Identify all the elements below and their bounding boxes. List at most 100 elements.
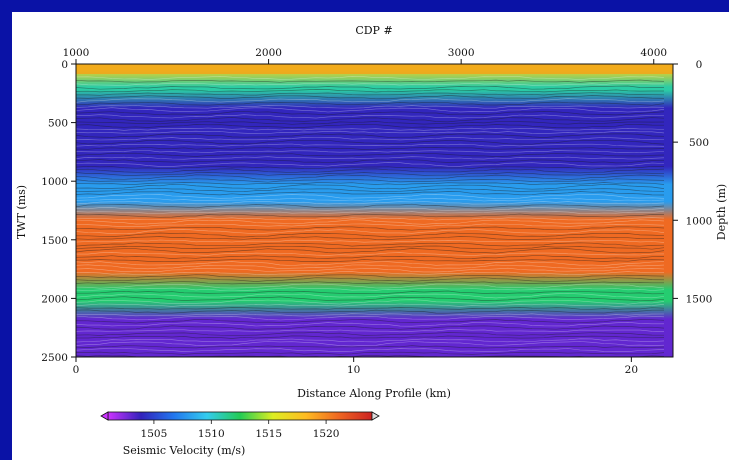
depth-axis-label: Depth (m) xyxy=(715,184,728,240)
reflector-line xyxy=(76,264,665,270)
reflector-line xyxy=(76,165,665,170)
reflector-line xyxy=(76,213,665,218)
colorbar-ramp xyxy=(107,411,373,421)
reflector-line xyxy=(76,139,665,145)
reflector-line xyxy=(76,315,665,321)
figure-panel: 1000 2000 3000 4000 0 500 1000 1500 2000 2500 0 5… xyxy=(12,12,729,460)
reflector-line xyxy=(76,75,665,81)
tick-label: 1500 xyxy=(686,293,713,305)
water-column-band xyxy=(76,64,673,74)
reflector-line xyxy=(76,219,665,225)
colorbar-high-arrow xyxy=(371,411,380,421)
colorbar-tick-label: 1520 xyxy=(313,428,340,440)
reflector-line xyxy=(76,223,665,227)
reflector-line xyxy=(76,290,665,295)
distance-axis: 0 10 20 xyxy=(73,357,638,376)
reflector-line xyxy=(76,82,664,86)
tick-label: 0 xyxy=(73,364,80,376)
reflector-line xyxy=(76,228,665,235)
tick-label: 2000 xyxy=(41,293,68,305)
depth-axis: 0 500 1000 1500 xyxy=(673,59,712,305)
reflector-line xyxy=(76,309,665,314)
reflector-line xyxy=(76,172,665,176)
twt-axis: 0 500 1000 1500 2000 2500 xyxy=(41,59,76,364)
tick-label: 1000 xyxy=(63,47,90,59)
reflector-line xyxy=(76,206,665,212)
reflector-line xyxy=(76,293,665,299)
reflector-line xyxy=(76,114,664,119)
reflector-line xyxy=(76,152,665,157)
velocity-layer xyxy=(76,210,673,282)
reflector-line xyxy=(76,130,665,134)
tick-label: 1000 xyxy=(686,215,713,227)
reflector-line xyxy=(76,335,665,339)
reflector-line xyxy=(76,318,665,324)
tick-label: 1000 xyxy=(41,176,68,188)
reflector-line xyxy=(76,303,665,307)
reflector-line xyxy=(76,277,665,282)
colorbar: 1505 1510 1515 1520 xyxy=(100,411,380,440)
reflector-line xyxy=(76,168,665,174)
reflector-line xyxy=(76,137,665,141)
reflector-line xyxy=(76,329,665,333)
reflector-line xyxy=(76,248,665,254)
tick-label: 2000 xyxy=(255,47,282,59)
reflector-line xyxy=(76,321,664,327)
reflector-line xyxy=(76,267,665,273)
reflector-line xyxy=(76,143,665,147)
velocity-transition xyxy=(76,90,673,109)
reflector-line xyxy=(76,261,665,266)
colorbar-label: Seismic Velocity (m/s) xyxy=(123,444,246,457)
reflector-line xyxy=(76,226,665,231)
cdp-axis: 1000 2000 3000 4000 xyxy=(63,47,667,64)
reflector-line xyxy=(76,98,665,103)
reflector-line xyxy=(76,121,665,125)
velocity-transition xyxy=(76,271,673,290)
reflector-line xyxy=(76,271,665,276)
reflector-line xyxy=(76,313,665,317)
reflector-line xyxy=(76,182,665,186)
reflector-line xyxy=(76,178,665,183)
reflector-line xyxy=(76,296,665,302)
tick-label: 20 xyxy=(625,364,638,376)
reflector-line xyxy=(76,187,665,193)
reflector-line xyxy=(76,232,665,238)
tick-label: 4000 xyxy=(640,47,667,59)
reflector-line xyxy=(76,159,665,164)
tick-label: 1500 xyxy=(41,235,68,247)
reflector-line xyxy=(76,210,665,214)
reflector-line xyxy=(76,242,665,247)
distance-axis-label: Distance Along Profile (km) xyxy=(297,387,451,400)
reflector-line xyxy=(76,351,665,355)
reflector-line xyxy=(76,203,665,209)
twt-axis-label: TWT (ms) xyxy=(15,185,28,239)
reflector-line xyxy=(76,338,665,343)
reflector-line xyxy=(76,325,665,330)
cdp-axis-label: CDP # xyxy=(355,24,392,37)
reflector-line xyxy=(76,245,665,250)
reflector-line xyxy=(76,79,665,83)
tick-label: 500 xyxy=(48,118,68,130)
reflector-line xyxy=(76,95,665,100)
reflector-line xyxy=(76,193,665,199)
colorbar-tick-label: 1505 xyxy=(141,428,168,440)
reflector-line xyxy=(76,101,665,106)
tick-label: 10 xyxy=(347,364,360,376)
reflector-line xyxy=(76,252,665,256)
reflector-line xyxy=(76,281,664,285)
reflector-line xyxy=(76,146,665,150)
reflector-line xyxy=(76,110,665,116)
tick-label: 0 xyxy=(61,59,68,71)
velocity-image xyxy=(76,64,673,357)
reflector-line xyxy=(76,127,665,131)
reflector-line xyxy=(76,162,665,167)
reflector-line xyxy=(76,331,665,336)
velocity-transition xyxy=(76,166,673,185)
reflector-line xyxy=(76,89,664,93)
seismic-section-figure: 1000 2000 3000 4000 0 500 1000 1500 2000 2500 0 5… xyxy=(15,24,728,457)
reflector-line xyxy=(76,156,665,160)
colorbar-tick-label: 1510 xyxy=(198,428,225,440)
reflector-line xyxy=(76,239,665,243)
tick-label: 3000 xyxy=(448,47,475,59)
